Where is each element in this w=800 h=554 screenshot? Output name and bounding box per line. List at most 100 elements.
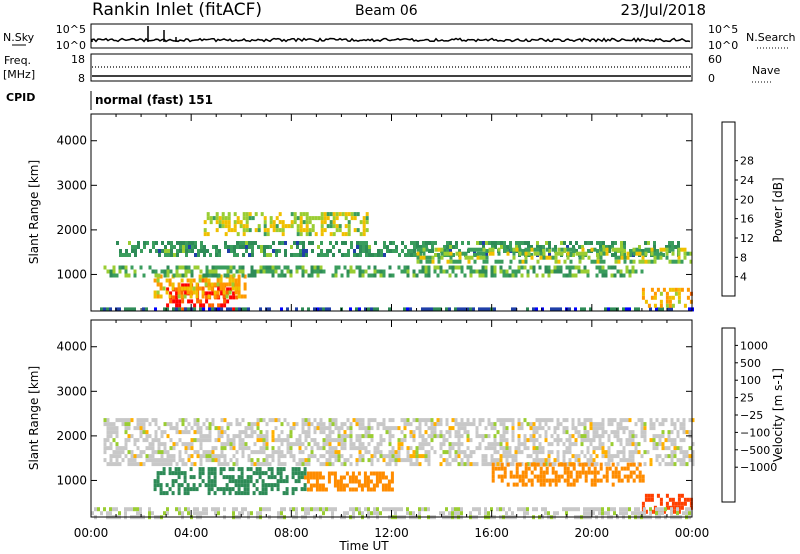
heatmap-cell <box>307 434 311 439</box>
heatmap-cell <box>222 475 226 480</box>
heatmap-cell <box>112 450 116 455</box>
heatmap-cell <box>538 422 542 427</box>
heatmap-cell <box>583 426 587 431</box>
heatmap-cell <box>214 426 218 431</box>
heatmap-cell <box>265 507 268 512</box>
heatmap-cell <box>607 454 611 459</box>
heatmap-cell <box>280 438 284 443</box>
heatmap-cell <box>315 471 319 476</box>
heatmap-cell <box>313 418 317 423</box>
heatmap-cell <box>599 241 602 245</box>
heatmap-cell <box>268 269 272 274</box>
heatmap-cell <box>529 454 533 459</box>
heatmap-cell <box>508 446 512 451</box>
heatmap-cell <box>166 303 170 308</box>
heatmap-cell <box>668 241 671 245</box>
heatmap-cell <box>184 273 188 278</box>
heatmap-cell <box>177 487 181 492</box>
heatmap-cell <box>305 216 309 221</box>
heatmap-cell <box>345 483 349 488</box>
heatmap-cell <box>181 299 185 304</box>
heatmap-cell <box>320 232 324 237</box>
heatmap-cell <box>601 269 605 274</box>
heatmap-cell <box>316 265 320 270</box>
heatmap-cell <box>298 442 302 447</box>
heatmap-cell <box>180 471 184 476</box>
heatmap-cell <box>187 507 190 512</box>
heatmap-cell <box>505 454 509 459</box>
heatmap-cell <box>165 290 169 295</box>
heatmap-cell <box>269 216 273 221</box>
heatmap-cell <box>355 418 359 423</box>
heatmap-cell <box>650 295 654 300</box>
heatmap-cell <box>196 438 200 443</box>
heatmap-cell <box>145 418 149 423</box>
heatmap-cell <box>376 458 380 463</box>
heatmap-cell <box>279 479 283 484</box>
heatmap-cell <box>242 224 246 229</box>
heatmap-cell <box>676 434 680 439</box>
heatmap-cell <box>625 438 629 443</box>
heatmap-cell <box>224 241 227 245</box>
heatmap-cell <box>172 273 176 278</box>
heatmap-cell <box>469 454 473 459</box>
heatmap-cell <box>559 422 563 427</box>
heatmap-cell <box>649 438 653 443</box>
heatmap-cell <box>208 303 212 308</box>
heatmap-cell <box>304 422 308 427</box>
heatmap-cell <box>380 249 383 253</box>
heatmap-cell <box>638 474 642 479</box>
heatmap-cell <box>598 422 602 427</box>
heatmap-cell <box>378 479 382 484</box>
heatmap-cell <box>500 241 503 245</box>
heatmap-cell <box>452 245 455 249</box>
heatmap-cell <box>318 487 322 492</box>
heatmap-cell <box>216 487 220 492</box>
heatmap-cell <box>595 426 599 431</box>
heatmap-cell <box>302 220 306 225</box>
heatmap-cell <box>502 507 505 512</box>
heatmap-cell <box>350 216 354 221</box>
heatmap-cell <box>174 467 178 472</box>
heatmap-cell <box>523 507 526 512</box>
heatmap-cell <box>133 273 137 278</box>
heatmap-cell <box>487 307 490 312</box>
heatmap-cell <box>227 220 231 225</box>
heatmap-cell <box>328 430 332 435</box>
heatmap-cell <box>578 470 582 475</box>
heatmap-cell <box>258 475 262 480</box>
heatmap-cell <box>169 291 173 296</box>
heatmap-cell <box>291 491 295 496</box>
heatmap-cell <box>442 438 446 443</box>
heatmap-cell <box>335 241 338 245</box>
heatmap-cell <box>250 426 254 431</box>
heatmap-cell <box>253 422 257 427</box>
heatmap-cell <box>631 430 635 435</box>
heatmap-cell <box>565 430 569 435</box>
heatmap-cell <box>228 487 232 492</box>
heatmap-cell <box>295 422 299 427</box>
heatmap-cell <box>610 418 614 423</box>
heatmap-cell <box>224 216 228 221</box>
heatmap-cell <box>554 482 558 487</box>
heatmap-cell <box>448 454 452 459</box>
heatmap-cell <box>616 462 620 467</box>
heatmap-cell <box>171 483 175 488</box>
heatmap-cell <box>532 507 535 512</box>
heatmap-cell <box>352 507 355 512</box>
heatmap-cell <box>148 507 151 512</box>
heatmap-cell <box>631 454 635 459</box>
heatmap-cell <box>201 286 205 291</box>
heatmap-cell <box>265 265 269 270</box>
heatmap-cell <box>215 220 219 225</box>
heatmap-cell <box>237 274 241 279</box>
heatmap-cell <box>361 426 365 431</box>
heatmap-cell <box>554 245 557 249</box>
heatmap-cell <box>136 454 140 459</box>
heatmap-cell <box>565 507 568 512</box>
heatmap-cell <box>166 507 169 512</box>
heatmap-cell <box>329 249 332 253</box>
heatmap-cell <box>154 458 158 463</box>
heatmap-cell <box>439 422 443 427</box>
heatmap-cell <box>154 273 158 278</box>
